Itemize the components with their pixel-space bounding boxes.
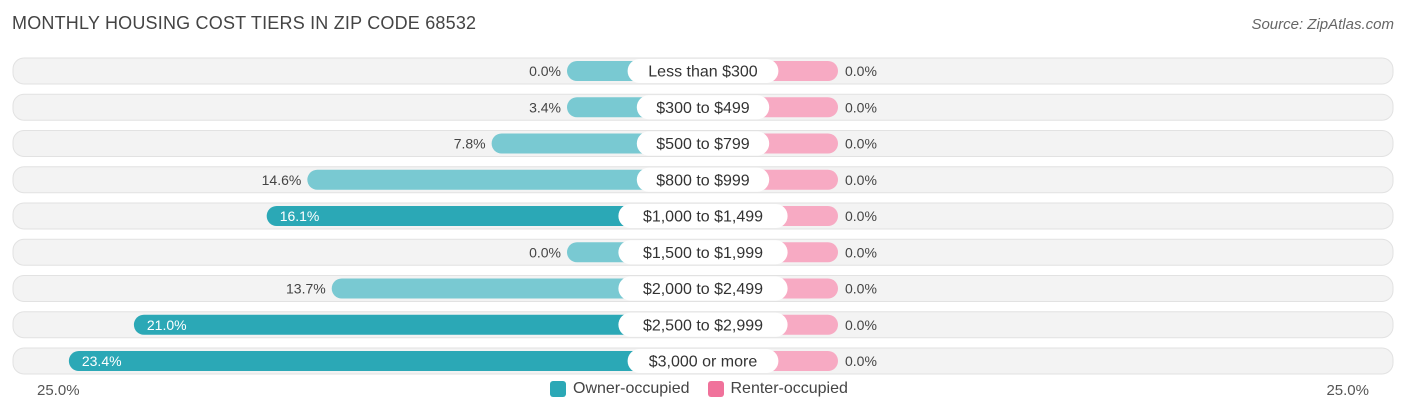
renter-value-label: 0.0% [845,281,877,297]
owner-value-label: 13.7% [286,281,326,297]
owner-bar [133,314,703,335]
category-label: $1,500 to $1,999 [643,245,763,262]
chart-canvas: Less than $300 0.0% 0.0% $300 to $499 3.4% 0.… [12,57,1394,375]
legend-item-renter: Renter-occupied [707,380,848,398]
category-label-bg [636,95,770,120]
category-label-bg [618,312,788,337]
owner-value-label: 0.0% [529,244,561,260]
renter-value-label: 0.0% [845,99,877,115]
owner-value-label: 14.6% [262,172,302,188]
category-label-bg [636,131,770,156]
category-label: $2,500 to $2,999 [643,317,763,334]
category-label-bg [618,240,788,265]
category-label: $1,000 to $1,499 [643,209,763,226]
owner-value-label: 7.8% [454,136,486,152]
category-label-bg [618,204,788,228]
category-label: $500 to $799 [656,136,750,153]
owner-value-label: 3.4% [529,99,561,115]
owner-bar [266,206,703,226]
axis-min-label: 25.0% [37,382,80,399]
legend-swatch-owner [550,381,566,397]
category-label-bg [627,59,779,83]
renter-value-label: 0.0% [845,317,877,333]
owner-bar [307,169,703,190]
owner-bar [331,278,703,299]
axis-max-label: 25.0% [1326,382,1369,399]
chart-title: MONTHLY HOUSING COST TIERS IN ZIP CODE 6… [12,13,477,33]
category-label: $3,000 or more [649,354,758,371]
renter-value-label: 0.0% [845,244,877,260]
owner-bar [68,351,704,371]
category-label: $800 to $999 [656,172,750,189]
owner-value-label: 0.0% [529,63,561,79]
owner-value-label: 23.4% [82,353,122,369]
legend-label-owner: Owner-occupied [573,380,690,397]
source-label: Source: ZipAtlas.com [1251,16,1394,33]
owner-value-label: 16.1% [280,208,320,224]
legend-swatch-renter [707,381,724,397]
renter-value-label: 0.0% [845,172,877,188]
category-label-bg [618,276,788,301]
category-label: Less than $300 [648,64,758,81]
category-label-bg [627,349,779,373]
legend: Owner-occupied Renter-occupied [550,380,866,398]
category-label: $2,000 to $2,499 [643,281,763,298]
legend-label-renter: Renter-occupied [730,380,848,397]
category-label: $300 to $499 [656,100,750,117]
renter-value-label: 0.0% [845,136,877,152]
renter-value-label: 0.0% [845,208,877,224]
legend-item-owner: Owner-occupied [550,380,690,398]
renter-value-label: 0.0% [845,353,877,369]
owner-value-label: 21.0% [147,317,187,333]
category-label-bg [636,167,770,192]
renter-value-label: 0.0% [845,63,877,79]
